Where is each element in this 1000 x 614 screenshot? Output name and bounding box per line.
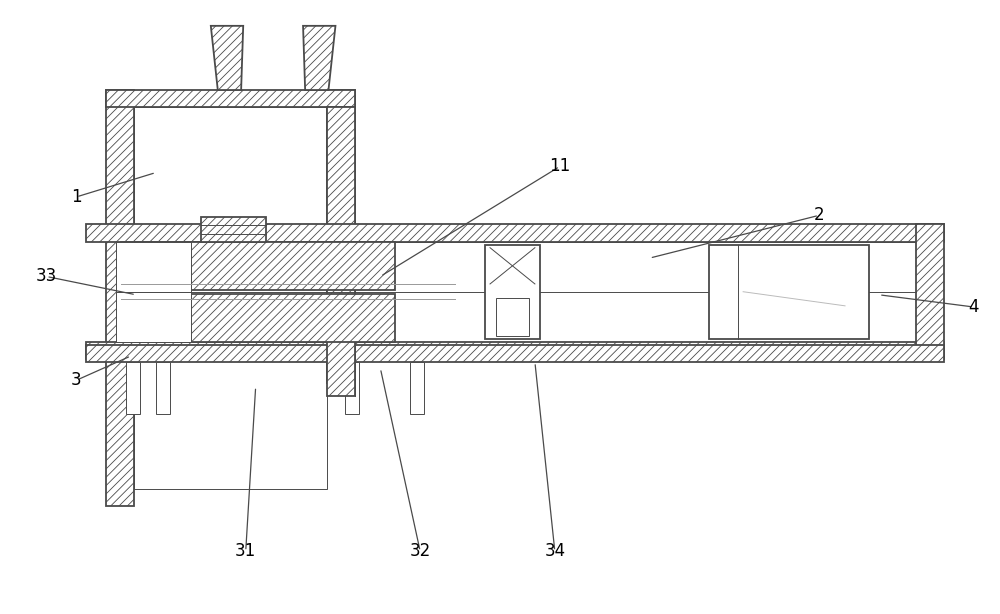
Polygon shape: [303, 26, 335, 90]
Bar: [86, 342, 944, 359]
Bar: [496, 298, 529, 336]
Text: 3: 3: [71, 371, 81, 389]
Bar: [410, 362, 424, 414]
Text: 4: 4: [968, 298, 979, 316]
Bar: [201, 217, 266, 241]
Bar: [86, 225, 944, 241]
Text: 31: 31: [235, 543, 256, 561]
Bar: [345, 362, 359, 414]
Text: 34: 34: [544, 543, 565, 561]
Bar: [116, 241, 191, 292]
Bar: [106, 90, 355, 107]
Bar: [134, 107, 327, 489]
Bar: [121, 241, 395, 290]
Bar: [709, 244, 869, 339]
Text: 11: 11: [549, 157, 570, 176]
Text: 32: 32: [410, 543, 431, 561]
Text: 2: 2: [814, 206, 824, 224]
Bar: [327, 261, 355, 395]
Bar: [156, 362, 170, 414]
Polygon shape: [211, 26, 243, 90]
Bar: [114, 241, 916, 342]
Bar: [121, 293, 395, 342]
Text: 33: 33: [36, 268, 57, 286]
Bar: [327, 107, 355, 383]
Bar: [916, 225, 944, 359]
Bar: [106, 90, 134, 506]
Text: 1: 1: [71, 188, 81, 206]
Bar: [116, 292, 191, 342]
Bar: [327, 90, 355, 383]
Bar: [485, 244, 540, 339]
Bar: [86, 345, 944, 362]
Bar: [126, 362, 140, 414]
